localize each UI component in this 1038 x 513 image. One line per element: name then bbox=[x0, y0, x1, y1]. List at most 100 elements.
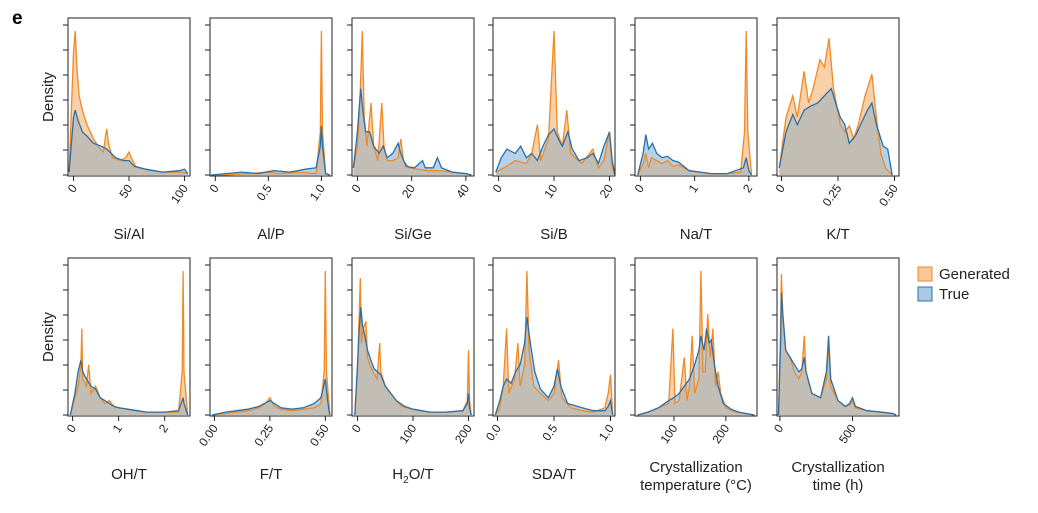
legend-label-generated: Generated bbox=[939, 266, 1010, 283]
panel-k-t: 0 0.25 0.50 K/T bbox=[772, 17, 901, 243]
area-generated bbox=[211, 31, 330, 175]
panel-sda-t: 0.0 0.5 1.0 SDA/T bbox=[483, 257, 617, 483]
line-true bbox=[778, 87, 893, 176]
x-tick-label: 0 bbox=[206, 181, 221, 195]
x-axis-label-line2: temperature (°C) bbox=[640, 477, 752, 494]
area-overlap bbox=[354, 307, 472, 415]
x-axis-label: Al/P bbox=[257, 226, 285, 243]
area-overlap bbox=[70, 360, 188, 415]
x-tick-label: 10 bbox=[541, 181, 560, 200]
axes-frame bbox=[209, 257, 333, 417]
line-generated bbox=[211, 30, 331, 176]
x-tick-label: 500 bbox=[836, 421, 859, 446]
panel-na-t: 0 1 2 Na/T bbox=[630, 17, 758, 243]
x-axis-label: Si/B bbox=[540, 226, 568, 243]
x-tick-label: 1.0 bbox=[307, 181, 328, 203]
line-true bbox=[637, 328, 755, 416]
x-tick-label: 1.0 bbox=[596, 421, 617, 443]
x-tick-label: 100 bbox=[396, 421, 419, 446]
x-axis-label: Na/T bbox=[680, 226, 713, 243]
panel-oh-t: 0 1 2 OH/T Density bbox=[40, 257, 191, 483]
x-tick-label: 0.50 bbox=[307, 421, 332, 448]
x-axis-label: SDA/T bbox=[532, 466, 576, 483]
x-axis-label: H2O/T bbox=[392, 466, 433, 486]
x-tick-label: 0.0 bbox=[483, 421, 504, 443]
x-axis-label: F/T bbox=[260, 466, 283, 483]
x-tick-label: 200 bbox=[452, 421, 475, 446]
x-tick-label: 1 bbox=[110, 421, 125, 435]
x-tick-label: 200 bbox=[709, 421, 732, 446]
x-tick-label: 0 bbox=[65, 181, 80, 195]
x-tick-label: 40 bbox=[453, 181, 472, 200]
area-true bbox=[211, 126, 330, 175]
line-generated bbox=[637, 270, 755, 416]
axes-frame bbox=[351, 17, 475, 177]
area-true bbox=[637, 328, 755, 415]
line-true bbox=[211, 125, 331, 176]
y-axis-label: Density bbox=[40, 71, 57, 122]
line-generated bbox=[495, 30, 615, 176]
axes-frame bbox=[776, 257, 900, 417]
x-tick-label: 100 bbox=[168, 181, 191, 206]
x-tick-label: 100 bbox=[657, 421, 680, 446]
panel-label: e bbox=[12, 8, 23, 29]
line-generated bbox=[212, 270, 331, 416]
x-tick-label: 0 bbox=[349, 421, 364, 435]
area-overlap bbox=[211, 126, 330, 175]
x-tick-label: 0.25 bbox=[820, 181, 845, 208]
line-true bbox=[495, 127, 615, 176]
line-generated bbox=[352, 30, 472, 176]
x-tick-label: 0 bbox=[632, 181, 647, 195]
panel-si-ge: 0 20 40 Si/Ge bbox=[347, 17, 475, 243]
x-axis-label: K/T bbox=[826, 226, 849, 243]
axes-frame bbox=[67, 257, 191, 417]
x-tick-label: 0.50 bbox=[876, 181, 901, 208]
area-overlap bbox=[69, 110, 188, 175]
line-true bbox=[777, 292, 897, 416]
line-generated bbox=[637, 30, 753, 176]
x-tick-label: 0.00 bbox=[196, 421, 221, 448]
x-tick-label: 20 bbox=[399, 181, 418, 200]
area-overlap bbox=[779, 88, 893, 175]
x-tick-label: 0 bbox=[771, 421, 786, 435]
area-generated bbox=[495, 31, 615, 175]
x-axis-label: Si/Ge bbox=[394, 226, 432, 243]
panel-al-p: 0 0.5 1.0 Al/P bbox=[205, 17, 333, 243]
y-axis-label: Density bbox=[40, 311, 57, 362]
axes-frame bbox=[209, 17, 333, 177]
line-generated bbox=[494, 270, 614, 416]
x-tick-label: 2 bbox=[740, 181, 755, 195]
x-tick-label: 0 bbox=[349, 181, 364, 195]
x-tick-label: 1 bbox=[686, 181, 701, 195]
x-tick-label: 0 bbox=[64, 421, 79, 435]
area-generated bbox=[212, 271, 330, 415]
panel-si-al: 0 50 100 Si/Al Density bbox=[40, 17, 191, 243]
x-axis-label: Crystallization bbox=[791, 459, 884, 476]
x-tick-label: 2 bbox=[156, 421, 171, 435]
panel-h2o-t: 0 100 200 H2O/T bbox=[347, 257, 475, 486]
x-axis-label-line2: time (h) bbox=[813, 477, 864, 494]
legend-swatch-true bbox=[917, 286, 933, 302]
legend-swatch-generated bbox=[917, 266, 933, 282]
legend-label-true: True bbox=[939, 286, 969, 303]
x-axis-label: OH/T bbox=[111, 466, 147, 483]
x-tick-label: 0.5 bbox=[539, 421, 560, 443]
line-true bbox=[494, 317, 614, 416]
area-generated bbox=[353, 31, 472, 175]
x-tick-label: 0.5 bbox=[254, 181, 275, 203]
panel-si-b: 0 10 20 Si/B bbox=[488, 17, 616, 243]
line-true bbox=[69, 360, 189, 416]
line-true bbox=[354, 306, 472, 416]
line-true bbox=[212, 378, 331, 416]
area-overlap bbox=[353, 88, 472, 175]
legend: Generated True bbox=[917, 266, 1010, 303]
x-tick-label: 20 bbox=[597, 181, 616, 200]
x-axis-label: Si/Al bbox=[114, 226, 145, 243]
x-axis-label: Crystallization bbox=[649, 459, 742, 476]
line-true bbox=[637, 134, 753, 176]
line-true bbox=[352, 88, 472, 176]
